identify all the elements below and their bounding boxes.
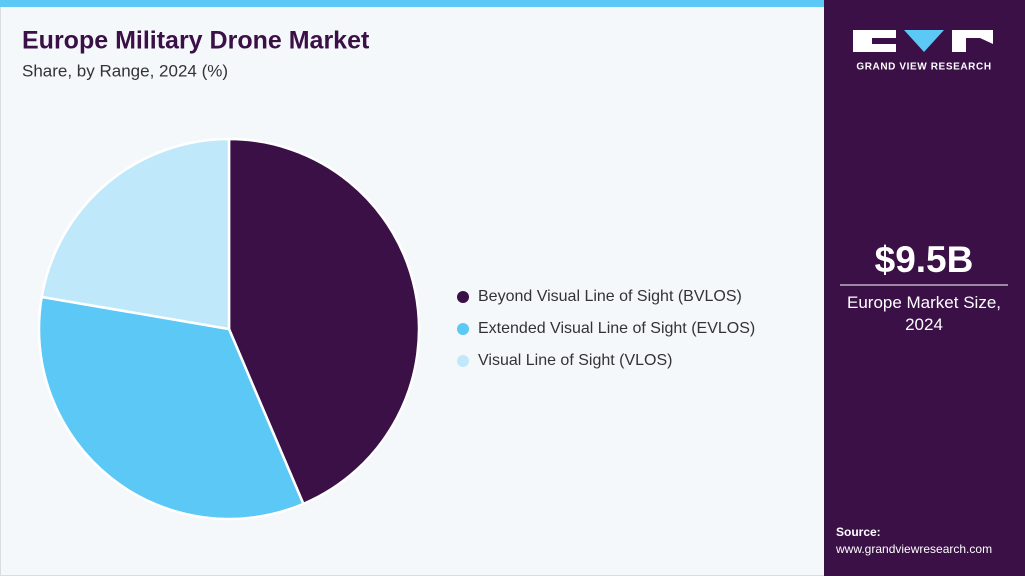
legend-label: Visual Line of Sight (VLOS)	[478, 352, 672, 369]
logo	[853, 30, 993, 52]
legend-swatch	[457, 323, 469, 335]
legend-swatch	[457, 291, 469, 303]
top-stripe	[0, 0, 824, 7]
market-size: $9.5B	[875, 239, 974, 280]
market-size-label: Europe Market Size, 2024	[846, 293, 1001, 334]
legend-swatch	[457, 355, 469, 367]
pie-slice	[227, 137, 421, 506]
source-url: www.grandviewresearch.com	[835, 542, 992, 556]
legend-label: Extended Visual Line of Sight (EVLOS)	[478, 320, 755, 337]
chart-subtitle: Share, by Range, 2024 (%)	[22, 61, 228, 80]
source-label: Source:	[836, 525, 881, 539]
legend-label: Beyond Visual Line of Sight (BVLOS)	[478, 288, 742, 305]
chart-title: Europe Military Drone Market	[22, 27, 370, 55]
logo-v	[904, 30, 944, 52]
sidebar-panel	[824, 0, 1025, 576]
logo-r	[952, 30, 993, 52]
pie-slice	[37, 295, 306, 521]
pie-slice	[40, 137, 231, 331]
logo-g	[853, 30, 896, 52]
brand-name: GRAND VIEW RESEARCH	[856, 62, 991, 73]
